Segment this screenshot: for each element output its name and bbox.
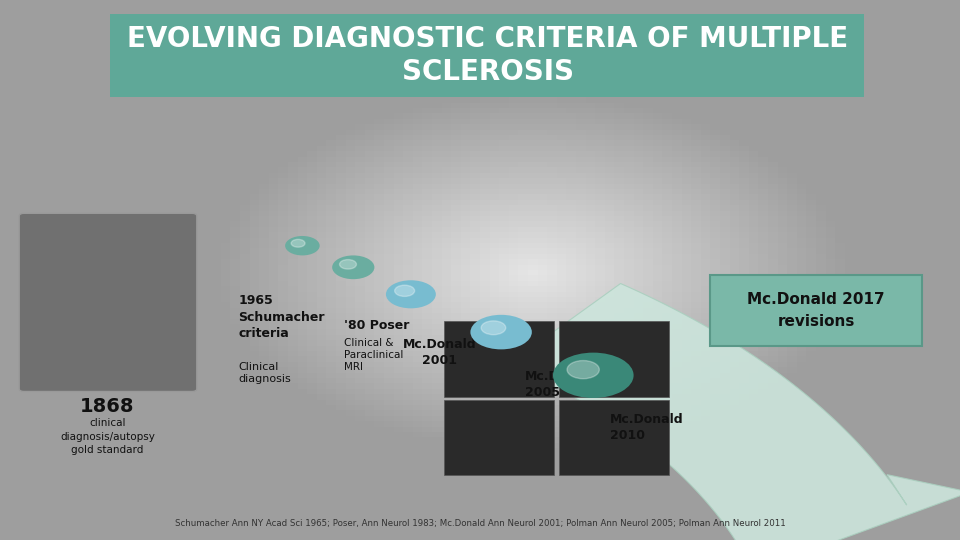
Circle shape <box>386 280 436 308</box>
Circle shape <box>553 353 634 398</box>
Text: '80 Poser: '80 Poser <box>344 319 409 332</box>
FancyBboxPatch shape <box>444 321 554 397</box>
Polygon shape <box>508 284 960 540</box>
Circle shape <box>291 239 305 247</box>
Text: Mc.Donald
2001: Mc.Donald 2001 <box>403 338 476 367</box>
Circle shape <box>567 361 599 379</box>
Text: EVOLVING DIAGNOSTIC CRITERIA OF MULTIPLE
SCLEROSIS: EVOLVING DIAGNOSTIC CRITERIA OF MULTIPLE… <box>127 25 849 86</box>
FancyBboxPatch shape <box>444 400 554 475</box>
Circle shape <box>481 321 506 335</box>
Circle shape <box>470 315 532 349</box>
Text: clinical
diagnosis/autopsy
gold standard: clinical diagnosis/autopsy gold standard <box>60 418 155 455</box>
Circle shape <box>332 255 374 279</box>
Text: Mc.Donald 2017
revisions: Mc.Donald 2017 revisions <box>747 293 885 328</box>
FancyBboxPatch shape <box>110 14 864 97</box>
Text: Schumacher Ann NY Acad Sci 1965; Poser, Ann Neurol 1983; Mc.Donald Ann Neurol 20: Schumacher Ann NY Acad Sci 1965; Poser, … <box>175 519 785 528</box>
Circle shape <box>285 236 320 255</box>
Text: 1868: 1868 <box>81 397 134 416</box>
FancyBboxPatch shape <box>559 321 669 397</box>
Circle shape <box>395 285 415 296</box>
FancyBboxPatch shape <box>559 400 669 475</box>
FancyBboxPatch shape <box>710 275 922 346</box>
Text: Mc.Donald
2005: Mc.Donald 2005 <box>525 370 599 399</box>
Text: Clinical &
Paraclinical
MRI: Clinical & Paraclinical MRI <box>344 338 403 372</box>
FancyBboxPatch shape <box>19 213 197 392</box>
Text: 1965
Schumacher
criteria: 1965 Schumacher criteria <box>238 294 324 340</box>
Text: Clinical
diagnosis: Clinical diagnosis <box>238 362 291 384</box>
Circle shape <box>340 260 356 269</box>
Text: Mc.Donald
2010: Mc.Donald 2010 <box>610 413 684 442</box>
